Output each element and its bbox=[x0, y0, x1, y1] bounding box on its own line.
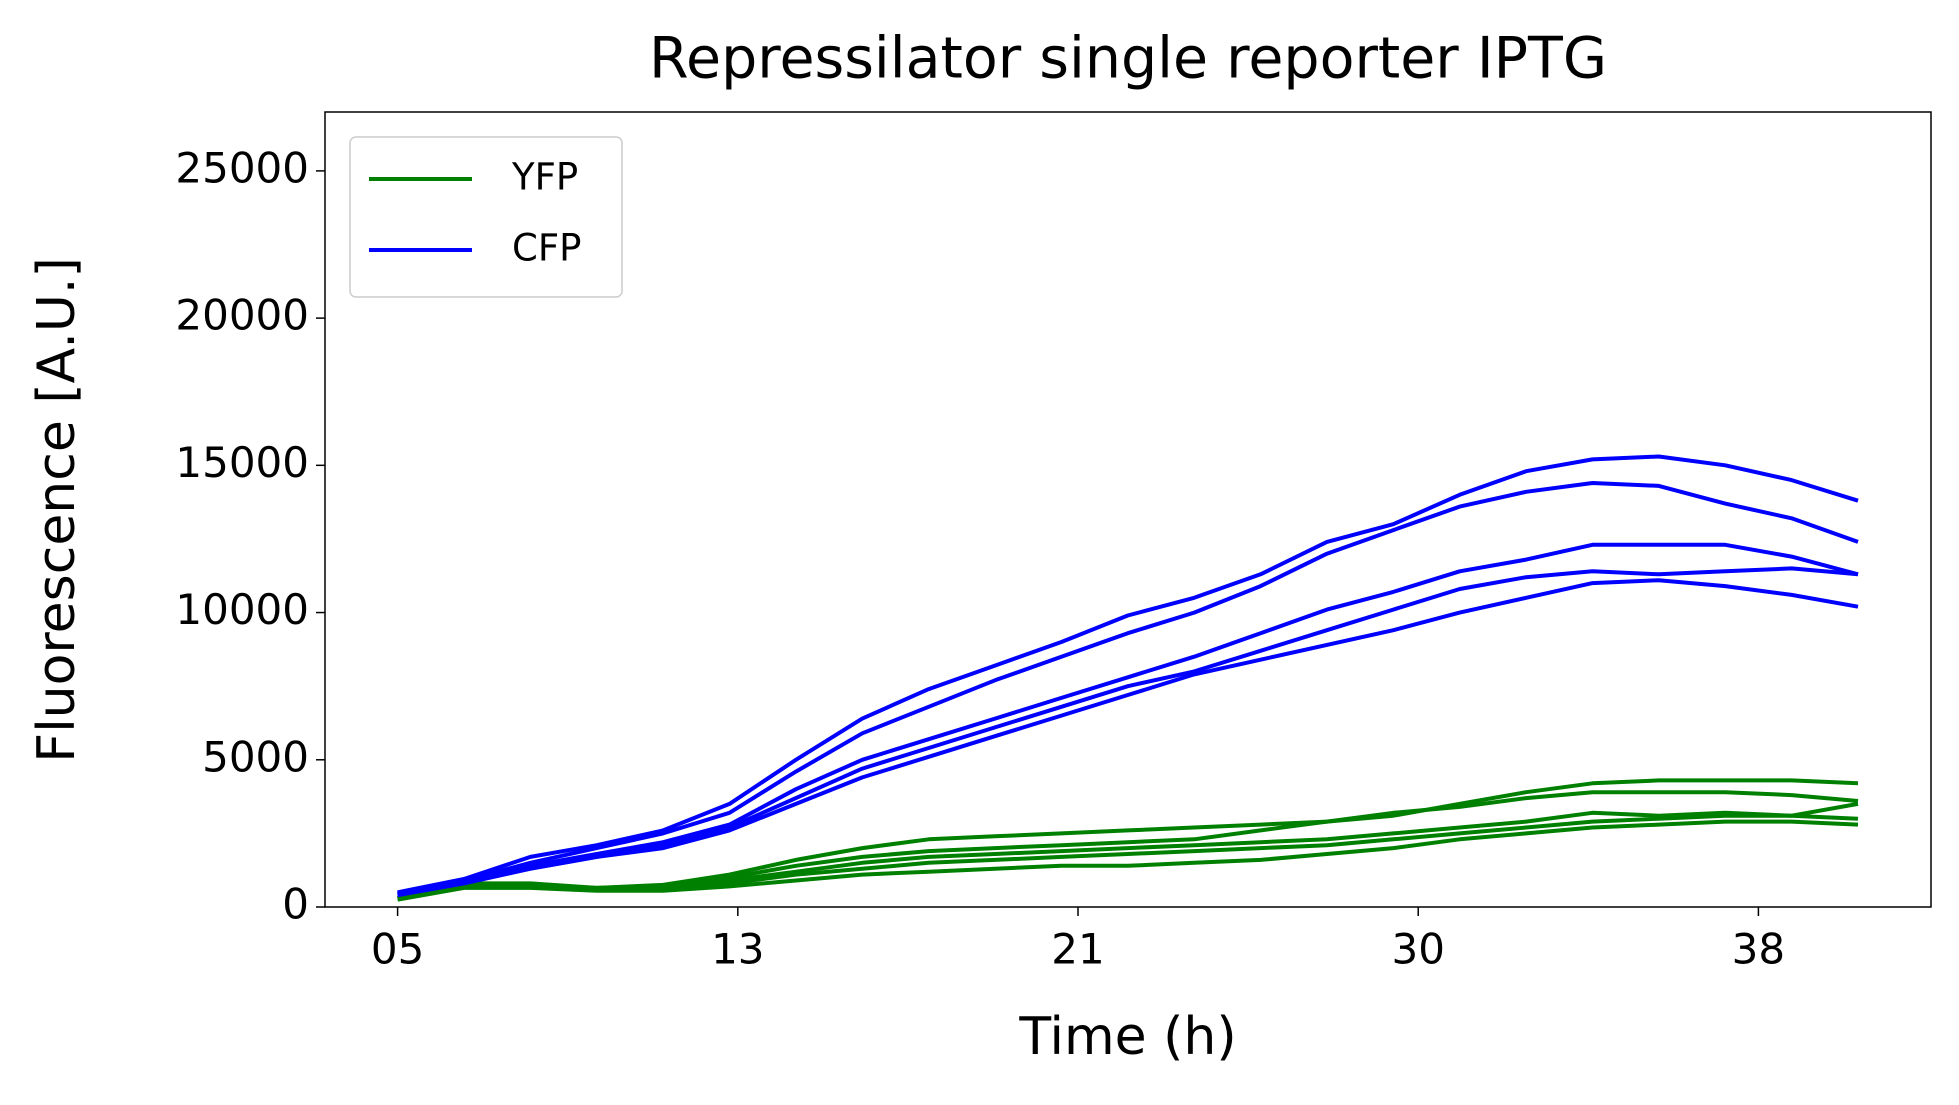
y-tick-label: 0 bbox=[282, 880, 309, 929]
series-line bbox=[397, 454, 1859, 895]
y-tick-label: 25000 bbox=[175, 143, 309, 192]
legend-label: YFP bbox=[511, 156, 578, 199]
chart-title: Repressilator single reporter IPTG bbox=[649, 26, 1607, 92]
x-axis-label: Time (h) bbox=[1018, 1007, 1236, 1067]
y-tick-label: 10000 bbox=[175, 585, 309, 634]
y-axis-label: Fluorescence [A.U.] bbox=[27, 257, 87, 762]
series-line bbox=[397, 819, 1859, 902]
y-tick-label: 15000 bbox=[175, 438, 309, 487]
x-tick-label: 38 bbox=[1732, 925, 1785, 974]
series-line bbox=[397, 578, 1859, 898]
y-tick-label: 5000 bbox=[202, 732, 309, 781]
x-tick-label: 05 bbox=[371, 925, 424, 974]
x-tick-label: 21 bbox=[1051, 925, 1104, 974]
x-tick-label: 13 bbox=[711, 925, 764, 974]
series-line bbox=[397, 481, 1859, 896]
series-line bbox=[397, 542, 1859, 896]
y-tick-label: 20000 bbox=[175, 291, 309, 340]
legend-box bbox=[349, 136, 623, 298]
plot-frame bbox=[324, 111, 1932, 908]
legend-label: CFP bbox=[512, 227, 581, 270]
x-tick-label: 30 bbox=[1391, 925, 1444, 974]
